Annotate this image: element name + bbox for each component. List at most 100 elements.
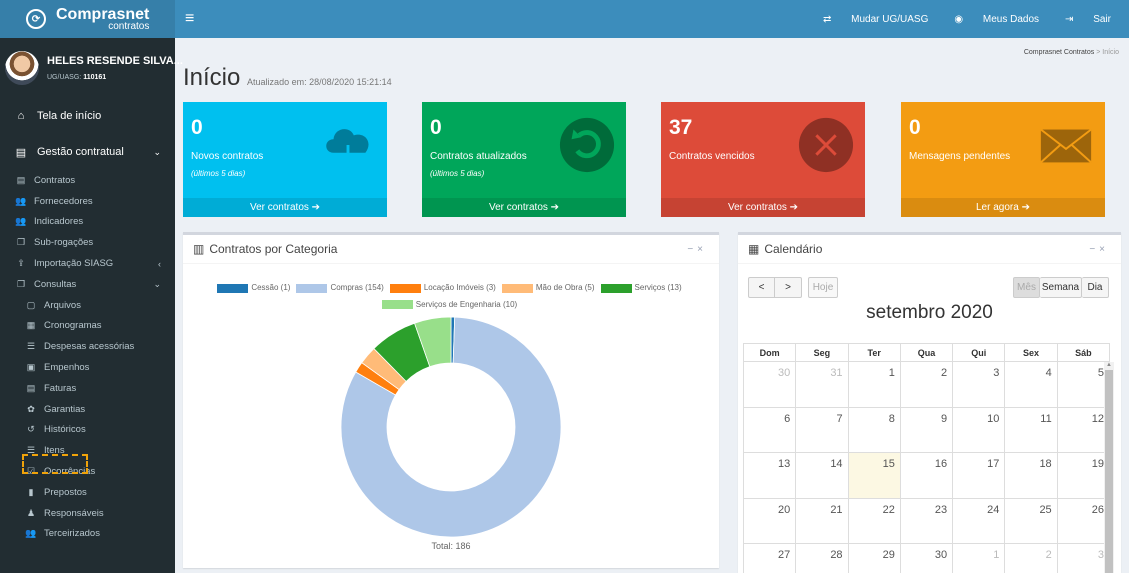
- legend-swatch: [600, 283, 632, 293]
- calendar-day[interactable]: 30: [899, 543, 954, 573]
- view-day-button[interactable]: Dia: [1082, 277, 1109, 298]
- calendar-day[interactable]: 20: [742, 497, 797, 544]
- legend-item[interactable]: Locação Imóveis (3): [389, 281, 496, 295]
- sidebar-item-empenhos[interactable]: ▣ Empenhos: [26, 362, 90, 374]
- sidebar-item-cronogramas[interactable]: ▦ Cronogramas: [26, 320, 102, 332]
- panel-tools: −×: [687, 244, 707, 255]
- today-button[interactable]: Hoje: [808, 277, 838, 298]
- calendar-day[interactable]: 3: [1056, 543, 1111, 573]
- minimize-icon[interactable]: −: [1089, 243, 1100, 255]
- calendar-day[interactable]: 26: [1056, 497, 1111, 544]
- calendar-day[interactable]: 8: [847, 406, 901, 453]
- sidebar-item-faturas[interactable]: ▤ Faturas: [26, 382, 77, 394]
- calendar-day[interactable]: 27: [742, 543, 797, 573]
- calendar-day[interactable]: 2: [1004, 543, 1058, 573]
- donut-slice-servi-os-de-engenharia[interactable]: [414, 316, 452, 368]
- calendar-day[interactable]: 28: [795, 543, 849, 573]
- sidebar-item-contratos[interactable]: ▤ Contratos: [16, 174, 76, 186]
- calendar-day[interactable]: 13: [742, 452, 797, 499]
- scroll-thumb[interactable]: [1105, 370, 1113, 573]
- calendar-day[interactable]: 29: [847, 543, 901, 573]
- view-week-button[interactable]: Semana: [1040, 277, 1082, 298]
- sidebar-item-consultas[interactable]: ❐ Consultas ⌄: [16, 278, 161, 290]
- calendar-day[interactable]: 17: [952, 452, 1006, 499]
- calendar-day[interactable]: 2: [899, 361, 954, 408]
- calendar-day[interactable]: 6: [742, 406, 797, 453]
- box-link[interactable]: Ver contratos ➔: [183, 198, 387, 217]
- calendar-day[interactable]: 4: [1004, 361, 1058, 408]
- sidebar-item-despesas-acessorias[interactable]: ☰ Despesas acessórias: [26, 341, 135, 353]
- calendar-day[interactable]: 14: [795, 452, 849, 499]
- calendar-day[interactable]: 22: [847, 497, 901, 544]
- calendar-day[interactable]: 7: [795, 406, 849, 453]
- arrow-circle-right-icon: ➔: [1021, 202, 1030, 213]
- prev-button[interactable]: <: [748, 277, 775, 298]
- calendar-day[interactable]: 18: [1004, 452, 1058, 499]
- sidebar-item-tela-de-inicio[interactable]: ⌂ Tela de início: [0, 98, 175, 134]
- box-sub: (últimos 5 dias): [430, 169, 485, 178]
- next-button[interactable]: >: [775, 277, 802, 298]
- mudar-uasg-link[interactable]: ⇄ Mudar UG/UASG: [822, 13, 929, 25]
- minimize-icon[interactable]: −: [687, 243, 698, 255]
- legend-item[interactable]: Compras (154): [296, 281, 384, 295]
- calendar-day[interactable]: 5: [1056, 361, 1111, 408]
- sidebar-item-historicos[interactable]: ↺ Históricos: [0, 420, 175, 441]
- legend-item[interactable]: Cessão (1): [217, 281, 290, 295]
- calendar-day[interactable]: 25: [1004, 497, 1058, 544]
- calendar-week: 13 14 15 16 17 18 19: [742, 452, 1111, 499]
- legend-item[interactable]: Serviços de Engenharia (10): [381, 298, 517, 312]
- logo[interactable]: ⟳ Comprasnet contratos: [0, 0, 175, 38]
- close-icon[interactable]: ×: [697, 243, 707, 255]
- box-contratos-vencidos: 37 Contratos vencidos Ver contratos ➔: [661, 102, 865, 217]
- sidebar-item-prepostos[interactable]: ▮ Prepostos: [0, 482, 175, 503]
- calendar-day[interactable]: 10: [952, 406, 1006, 453]
- menu-icon[interactable]: ≡: [185, 10, 195, 27]
- day-header: Dom: [742, 343, 797, 362]
- cloud-download-icon: [326, 129, 369, 169]
- donut-slice-compras[interactable]: [340, 316, 562, 538]
- calendar-day[interactable]: 30: [742, 361, 797, 408]
- sidebar-item-indicadores[interactable]: 👥 Indicadores: [15, 216, 84, 228]
- sidebar-item-garantias[interactable]: ✿ Garantias: [0, 399, 175, 420]
- calendar-day[interactable]: 24: [952, 497, 1006, 544]
- sidebar-item-importacao-siasg[interactable]: ⇪ Importação SIASG ‹: [0, 253, 175, 274]
- arrow-circle-right-icon: ➔: [311, 202, 321, 213]
- scroll-up-icon[interactable]: ▲: [1106, 362, 1112, 368]
- calendar-day[interactable]: 3: [952, 361, 1006, 408]
- calendar-day[interactable]: 23: [899, 497, 954, 544]
- calendar-day[interactable]: 15: [847, 452, 901, 499]
- sidebar-item-sub-rogacoes[interactable]: ❐ Sub-rogações: [16, 237, 94, 249]
- calendar-day[interactable]: 21: [795, 497, 849, 544]
- box-link[interactable]: Ler agora ➔: [901, 198, 1105, 217]
- calendar-scrollbar[interactable]: ▲: [1104, 362, 1114, 573]
- sidebar-item-responsaveis[interactable]: ♟ Responsáveis: [26, 507, 104, 519]
- sidebar-item-terceirizados[interactable]: 👥 Terceirizados: [25, 528, 100, 540]
- sidebar-item-gestao-contratual[interactable]: ▤ Gestão contratual ⌄: [15, 146, 161, 159]
- page-updated: Atualizado em: 28/08/2020 15:21:14: [247, 77, 392, 87]
- calendar-day[interactable]: 16: [899, 452, 954, 499]
- legend-item[interactable]: Mão de Obra (5): [501, 281, 595, 295]
- view-month-button[interactable]: Mês: [1013, 277, 1040, 298]
- box-label: Mensagens pendentes: [909, 151, 1011, 162]
- legend-item[interactable]: Serviços (13): [600, 281, 682, 295]
- sidebar-item-ocorrencias[interactable]: ☑ Ocorrências: [26, 466, 96, 478]
- file-text-icon: ▤: [26, 382, 36, 393]
- calendar-day[interactable]: 9: [899, 406, 954, 453]
- meus-dados-link[interactable]: ◉ Meus Dados: [954, 13, 1040, 25]
- calendar-day[interactable]: 12: [1056, 406, 1111, 453]
- box-link[interactable]: Ver contratos ➔: [661, 198, 865, 217]
- legend-swatch: [501, 283, 533, 293]
- calendar-day[interactable]: 1: [952, 543, 1006, 573]
- sidebar-item-itens[interactable]: ☰ Itens: [26, 445, 65, 457]
- calendar-day[interactable]: 11: [1004, 406, 1058, 453]
- sidebar-item-arquivos[interactable]: ▢ Arquivos: [26, 299, 81, 311]
- calendar-day[interactable]: 31: [795, 361, 849, 408]
- calendar-day[interactable]: 1: [847, 361, 901, 408]
- bar-chart-icon: ▥: [193, 242, 205, 256]
- close-icon[interactable]: ×: [1099, 243, 1109, 255]
- breadcrumb-link[interactable]: Comprasnet Contratos: [1023, 49, 1095, 56]
- box-link[interactable]: Ver contratos ➔: [422, 198, 626, 217]
- sair-link[interactable]: ⇥ Sair: [1065, 13, 1111, 25]
- calendar-day[interactable]: 19: [1056, 452, 1111, 499]
- sidebar-item-fornecedores[interactable]: 👥 Fornecedores: [15, 195, 93, 207]
